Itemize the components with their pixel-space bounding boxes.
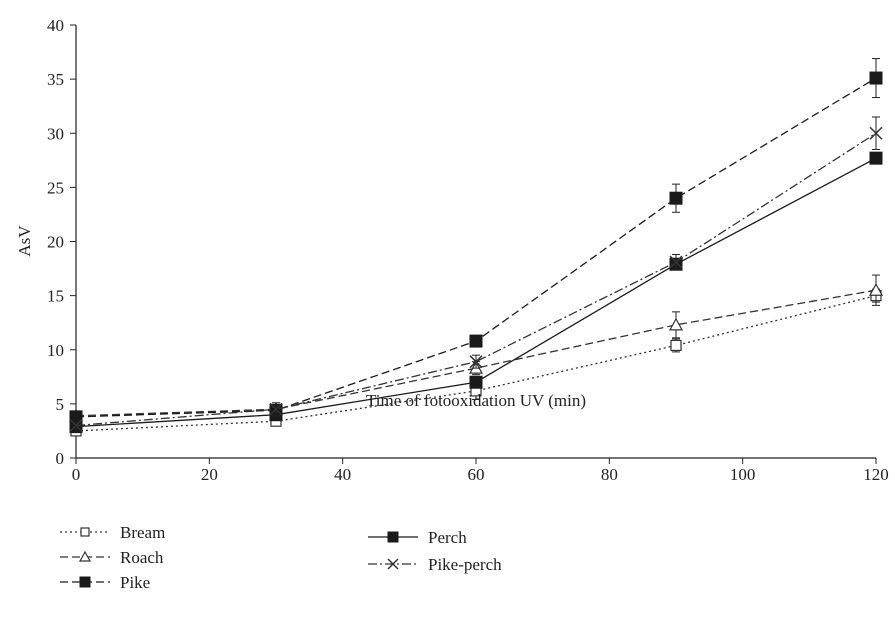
y-tick-label: 25 [47,178,64,197]
data-point [469,334,483,348]
legend-label: Pike-perch [428,555,502,574]
data-point-stroke [269,402,283,416]
x-tick-label: 100 [730,465,756,484]
series-line [75,294,877,432]
data-point [869,151,883,165]
series-line [75,289,877,417]
x-tick-label: 40 [334,465,351,484]
data-point [668,317,684,331]
y-tick-label: 10 [47,341,64,360]
data-point-stroke [387,558,399,570]
y-tick-label: 30 [47,124,64,143]
data-point-stroke [69,418,83,433]
series-pike-perch [69,116,883,433]
data-point [669,191,683,205]
data-point [78,550,92,562]
data-point-stroke [869,126,883,140]
data-point [387,558,399,570]
legend-label: Pike [120,573,150,592]
data-point [80,527,90,537]
y-tick-label: 20 [47,233,64,252]
axes: 0 5 10 15 20 25 30 35 40 0 20 40 60 80 100 120 [47,16,889,484]
legend-item: Roach [60,548,164,567]
data-point [469,375,483,389]
legend-label: Roach [120,548,164,567]
data-point-stroke [469,355,483,369]
x-tick-label: 0 [72,465,81,484]
data-point [269,402,283,416]
y-tick-label: 0 [56,449,65,468]
data-point [79,576,91,588]
data-point-stroke [669,255,683,269]
data-point [669,255,683,269]
series-layer [68,58,884,437]
x-tick-label: 20 [201,465,218,484]
legend-label: Perch [428,528,467,547]
legend-item: Pike-perch [368,555,502,574]
y-tick-label: 5 [56,395,65,414]
data-point [868,282,884,296]
data-point [69,418,83,433]
legend-item: Perch [368,528,467,547]
x-tick-label: 120 [863,465,889,484]
x-tick-label: 60 [468,465,485,484]
legend-item: Pike [60,573,150,592]
legend-item: Bream [60,523,165,542]
y-tick-label: 40 [47,16,64,35]
y-tick-label: 35 [47,70,64,89]
y-axis-label: AsV [15,225,34,257]
data-point [869,71,883,85]
x-tick-label: 80 [601,465,618,484]
data-point [869,126,883,140]
y-tick-label: 15 [47,287,64,306]
data-point [387,531,399,543]
x-axis-label: Time of fotooxidation UV (min) [366,391,586,410]
legend: Bream Roach Pike Perch Pike-perch [60,523,502,592]
data-point [670,339,682,352]
legend-label: Bream [120,523,165,542]
data-point [469,355,483,369]
